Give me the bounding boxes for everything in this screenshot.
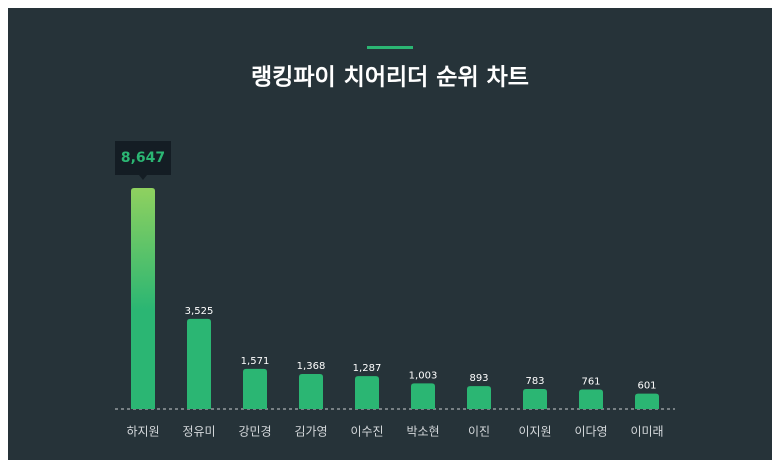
x-tick-label: 이지원	[518, 425, 551, 439]
value-label: 1,368	[297, 361, 326, 372]
value-label: 8,647	[121, 150, 165, 166]
value-label: 783	[525, 376, 544, 387]
bar	[579, 389, 603, 409]
value-label: 1,287	[353, 363, 382, 374]
x-tick-label: 박소현	[406, 425, 439, 439]
tooltip	[115, 141, 171, 180]
value-label: 1,571	[241, 356, 270, 367]
bar	[635, 393, 659, 409]
x-tick-label: 하지원	[126, 425, 159, 439]
x-tick-label: 김가영	[294, 425, 327, 439]
bar	[411, 383, 435, 409]
bar	[187, 318, 211, 409]
chart-title: 랭킹파이 치어리더 순위 차트	[251, 65, 529, 91]
value-label: 601	[637, 381, 656, 392]
value-label: 893	[469, 373, 488, 384]
bar	[355, 376, 379, 409]
x-tick-label: 이진	[468, 425, 490, 439]
x-tick-label: 이수진	[350, 425, 383, 439]
value-label: 761	[581, 377, 600, 388]
x-tick-label: 이미래	[630, 425, 663, 439]
x-tick-label: 정유미	[182, 425, 215, 439]
x-tick-label: 강민경	[238, 425, 271, 439]
bar	[299, 374, 323, 409]
bar	[467, 386, 491, 409]
value-label: 1,003	[409, 370, 438, 381]
bar	[243, 368, 267, 409]
accent-line	[367, 46, 413, 49]
x-tick-label: 이다영	[574, 425, 607, 439]
bar	[131, 188, 155, 409]
bar	[523, 388, 547, 409]
value-label: 3,525	[185, 306, 214, 317]
